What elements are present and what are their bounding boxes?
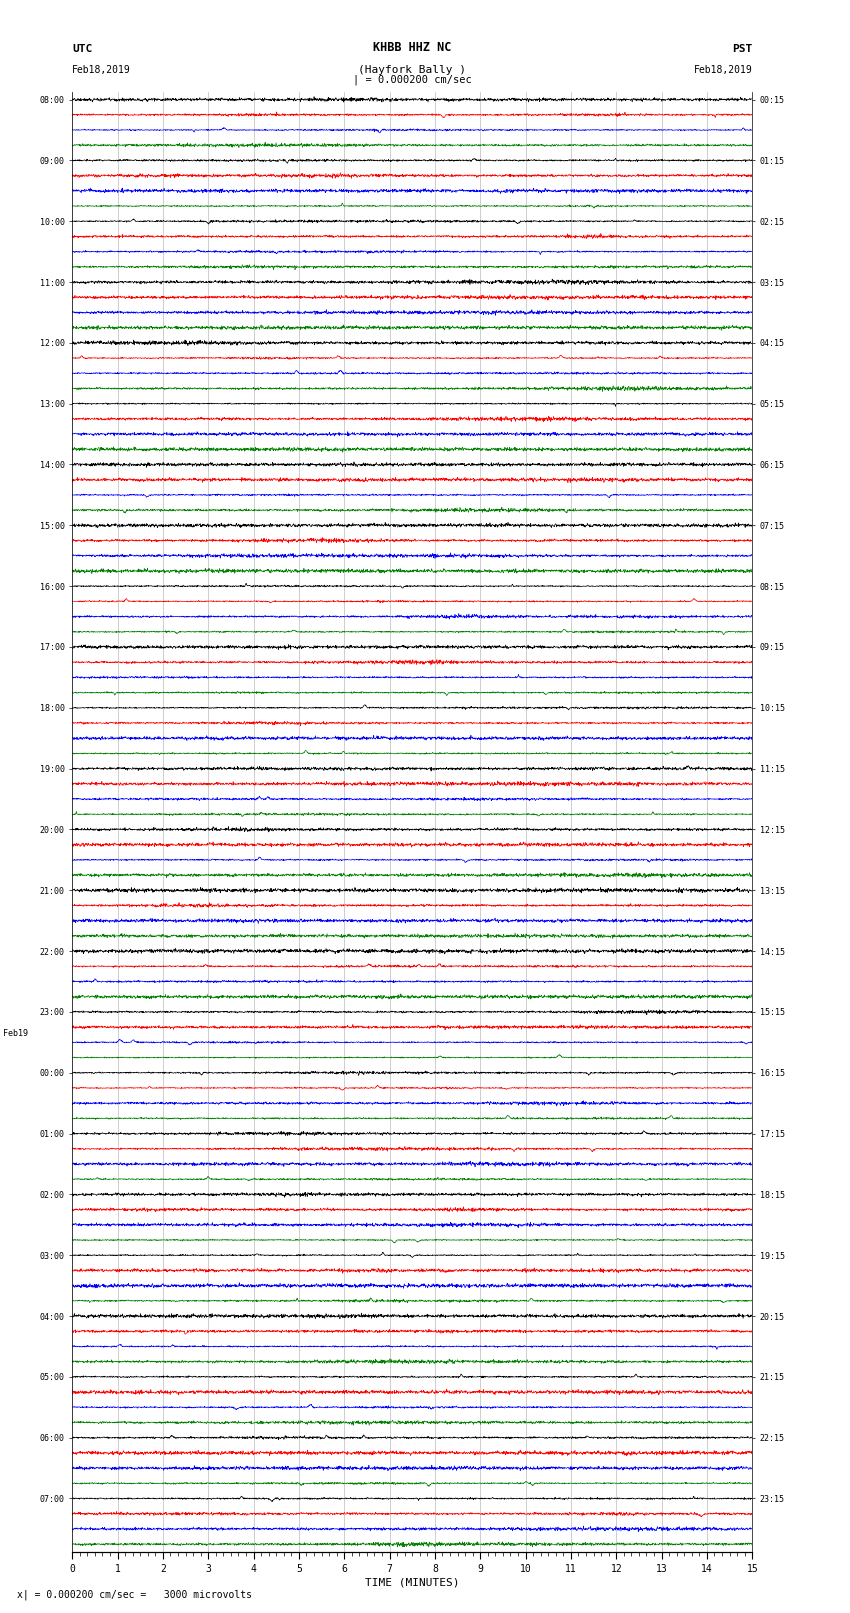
Text: Feb19: Feb19 bbox=[3, 1029, 28, 1039]
X-axis label: TIME (MINUTES): TIME (MINUTES) bbox=[365, 1578, 460, 1587]
Text: UTC: UTC bbox=[72, 44, 93, 53]
Text: KHBB HHZ NC: KHBB HHZ NC bbox=[373, 40, 451, 53]
Text: Feb18,2019: Feb18,2019 bbox=[694, 65, 752, 74]
Text: x| = 0.000200 cm/sec =   3000 microvolts: x| = 0.000200 cm/sec = 3000 microvolts bbox=[17, 1589, 252, 1600]
Text: Feb18,2019: Feb18,2019 bbox=[72, 65, 131, 74]
Text: PST: PST bbox=[732, 44, 752, 53]
Text: | = 0.000200 cm/sec: | = 0.000200 cm/sec bbox=[353, 74, 472, 85]
Text: (Hayfork Bally ): (Hayfork Bally ) bbox=[358, 65, 467, 74]
